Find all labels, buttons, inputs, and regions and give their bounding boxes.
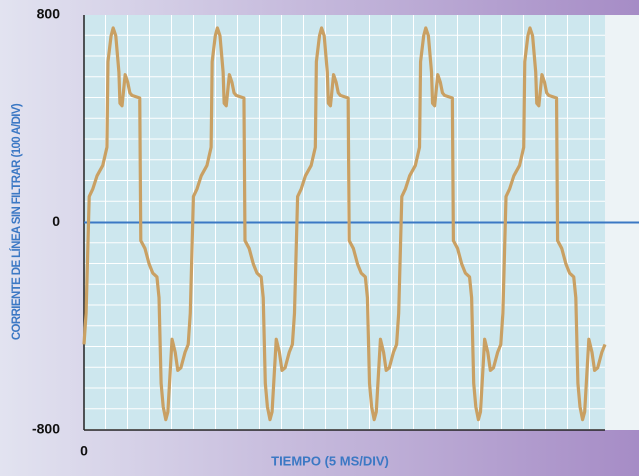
y-axis-label: CORRIENTE DE LÍNEA SIN FILTRAR (100 A/DI… <box>10 103 23 340</box>
y-tick-label: 0 <box>52 213 60 229</box>
y-tick-label: 800 <box>37 6 61 22</box>
y-tick-label: -800 <box>32 421 60 437</box>
waveform <box>82 26 607 422</box>
x-tick-label: 0 <box>80 443 88 459</box>
x-axis-label: TIEMPO (5 MS/DIV) <box>271 453 389 468</box>
